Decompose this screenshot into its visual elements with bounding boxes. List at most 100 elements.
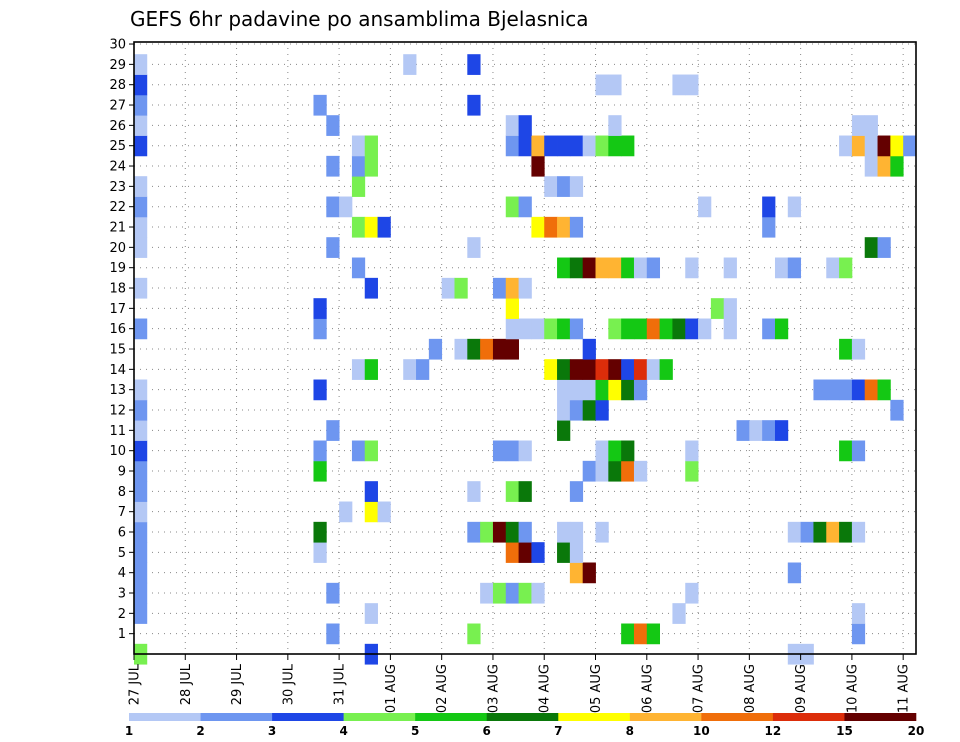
precip-cell [569,216,584,238]
precip-cell [608,359,622,380]
precip-cell [608,257,622,279]
precip-cell [531,155,545,177]
y-tick-label: 12 [109,404,126,419]
precip-cell [505,582,519,604]
colorbar-swatch [629,713,702,721]
precip-cell [544,216,558,238]
precip-cell [480,582,494,604]
precip-cell [851,603,866,624]
colorbar-label: 1 [125,724,133,738]
precip-cell [505,440,519,462]
y-tick-label: 18 [109,282,126,297]
precip-cell [839,379,853,401]
precip-cell [569,257,584,279]
precip-cell [826,257,840,279]
colorbar: 1 2 3 4 5 6 7 8 10 12 15 20 [125,713,924,738]
precip-cell [326,623,340,645]
precip-cell [134,562,148,584]
precip-cell [851,115,866,136]
precip-cell [518,521,532,543]
y-axis: 1234567891011121314151617181920212223242… [109,38,134,642]
precip-cell [787,257,802,279]
precip-cell [595,440,609,462]
precip-cell [134,582,148,604]
precip-cell [864,379,878,401]
precip-cell [492,521,507,543]
precip-cell [134,399,148,421]
colorbar-label: 6 [483,724,491,738]
y-tick-label: 6 [118,526,126,541]
precip-cell [467,338,481,360]
x-tick-label: 10 AUG [845,664,860,713]
precip-cell [621,460,635,482]
precip-cell [403,359,417,380]
precip-cell [723,257,737,279]
precip-cell [403,54,417,75]
precip-cell [518,481,532,502]
precip-cell [877,237,891,258]
precip-cell [569,135,584,157]
precip-cell [505,318,519,340]
y-tick-label: 13 [109,383,126,398]
precip-cell [685,460,699,482]
precip-cell [134,542,148,563]
precip-cell [544,176,558,197]
precip-cell [134,420,148,441]
precip-cell [531,216,545,238]
precip-cell [134,54,148,75]
precip-cell [557,542,571,563]
precip-cell [621,257,635,279]
precip-cell [480,338,494,360]
precip-cell [518,115,532,136]
precip-cell [467,94,481,116]
precip-cell [672,74,686,96]
precip-cell [633,623,648,645]
precip-cell [569,379,584,401]
colorbar-label: 10 [693,724,710,738]
colorbar-swatch [486,713,559,721]
precip-cell [313,460,327,482]
y-tick-label: 5 [118,546,126,561]
precip-cell [787,196,802,218]
precip-cell [557,521,571,543]
precip-cell [351,176,366,197]
precip-cell [134,379,148,401]
x-tick-label: 02 AUG [435,664,450,713]
precip-cell [582,460,596,482]
precip-cell [134,94,148,116]
precip-cell [762,318,776,340]
precip-cell [505,196,519,218]
y-tick-label: 25 [109,139,126,154]
precip-cell [518,542,532,563]
precip-cell [134,440,148,462]
precip-cell [557,399,571,421]
colorbar-label: 12 [765,724,782,738]
y-tick-label: 16 [109,322,126,337]
precip-cell [762,216,776,238]
precip-cell [505,115,519,136]
precip-cell [710,298,725,319]
precip-cell [364,277,378,299]
precip-cell [557,379,571,401]
precip-cell [313,318,327,340]
precip-cell [454,277,468,299]
precip-cell [608,115,622,136]
precip-cell [608,440,622,462]
precip-cell [839,135,853,157]
precip-cell [518,318,532,340]
precip-cell [480,521,494,543]
precip-cell [467,623,481,645]
precip-cell [582,399,596,421]
precip-cell [557,318,571,340]
precip-cell [595,460,609,482]
x-tick-label: 30 JUL [281,663,296,705]
precip-cell [351,135,366,157]
precip-cell [134,176,148,197]
precip-cell [134,115,148,136]
precip-cell [313,379,327,401]
precip-cell [723,318,737,340]
precip-cell [544,135,558,157]
precip-cell [326,237,340,258]
colorbar-label: 8 [626,724,634,738]
precip-cell [839,521,853,543]
